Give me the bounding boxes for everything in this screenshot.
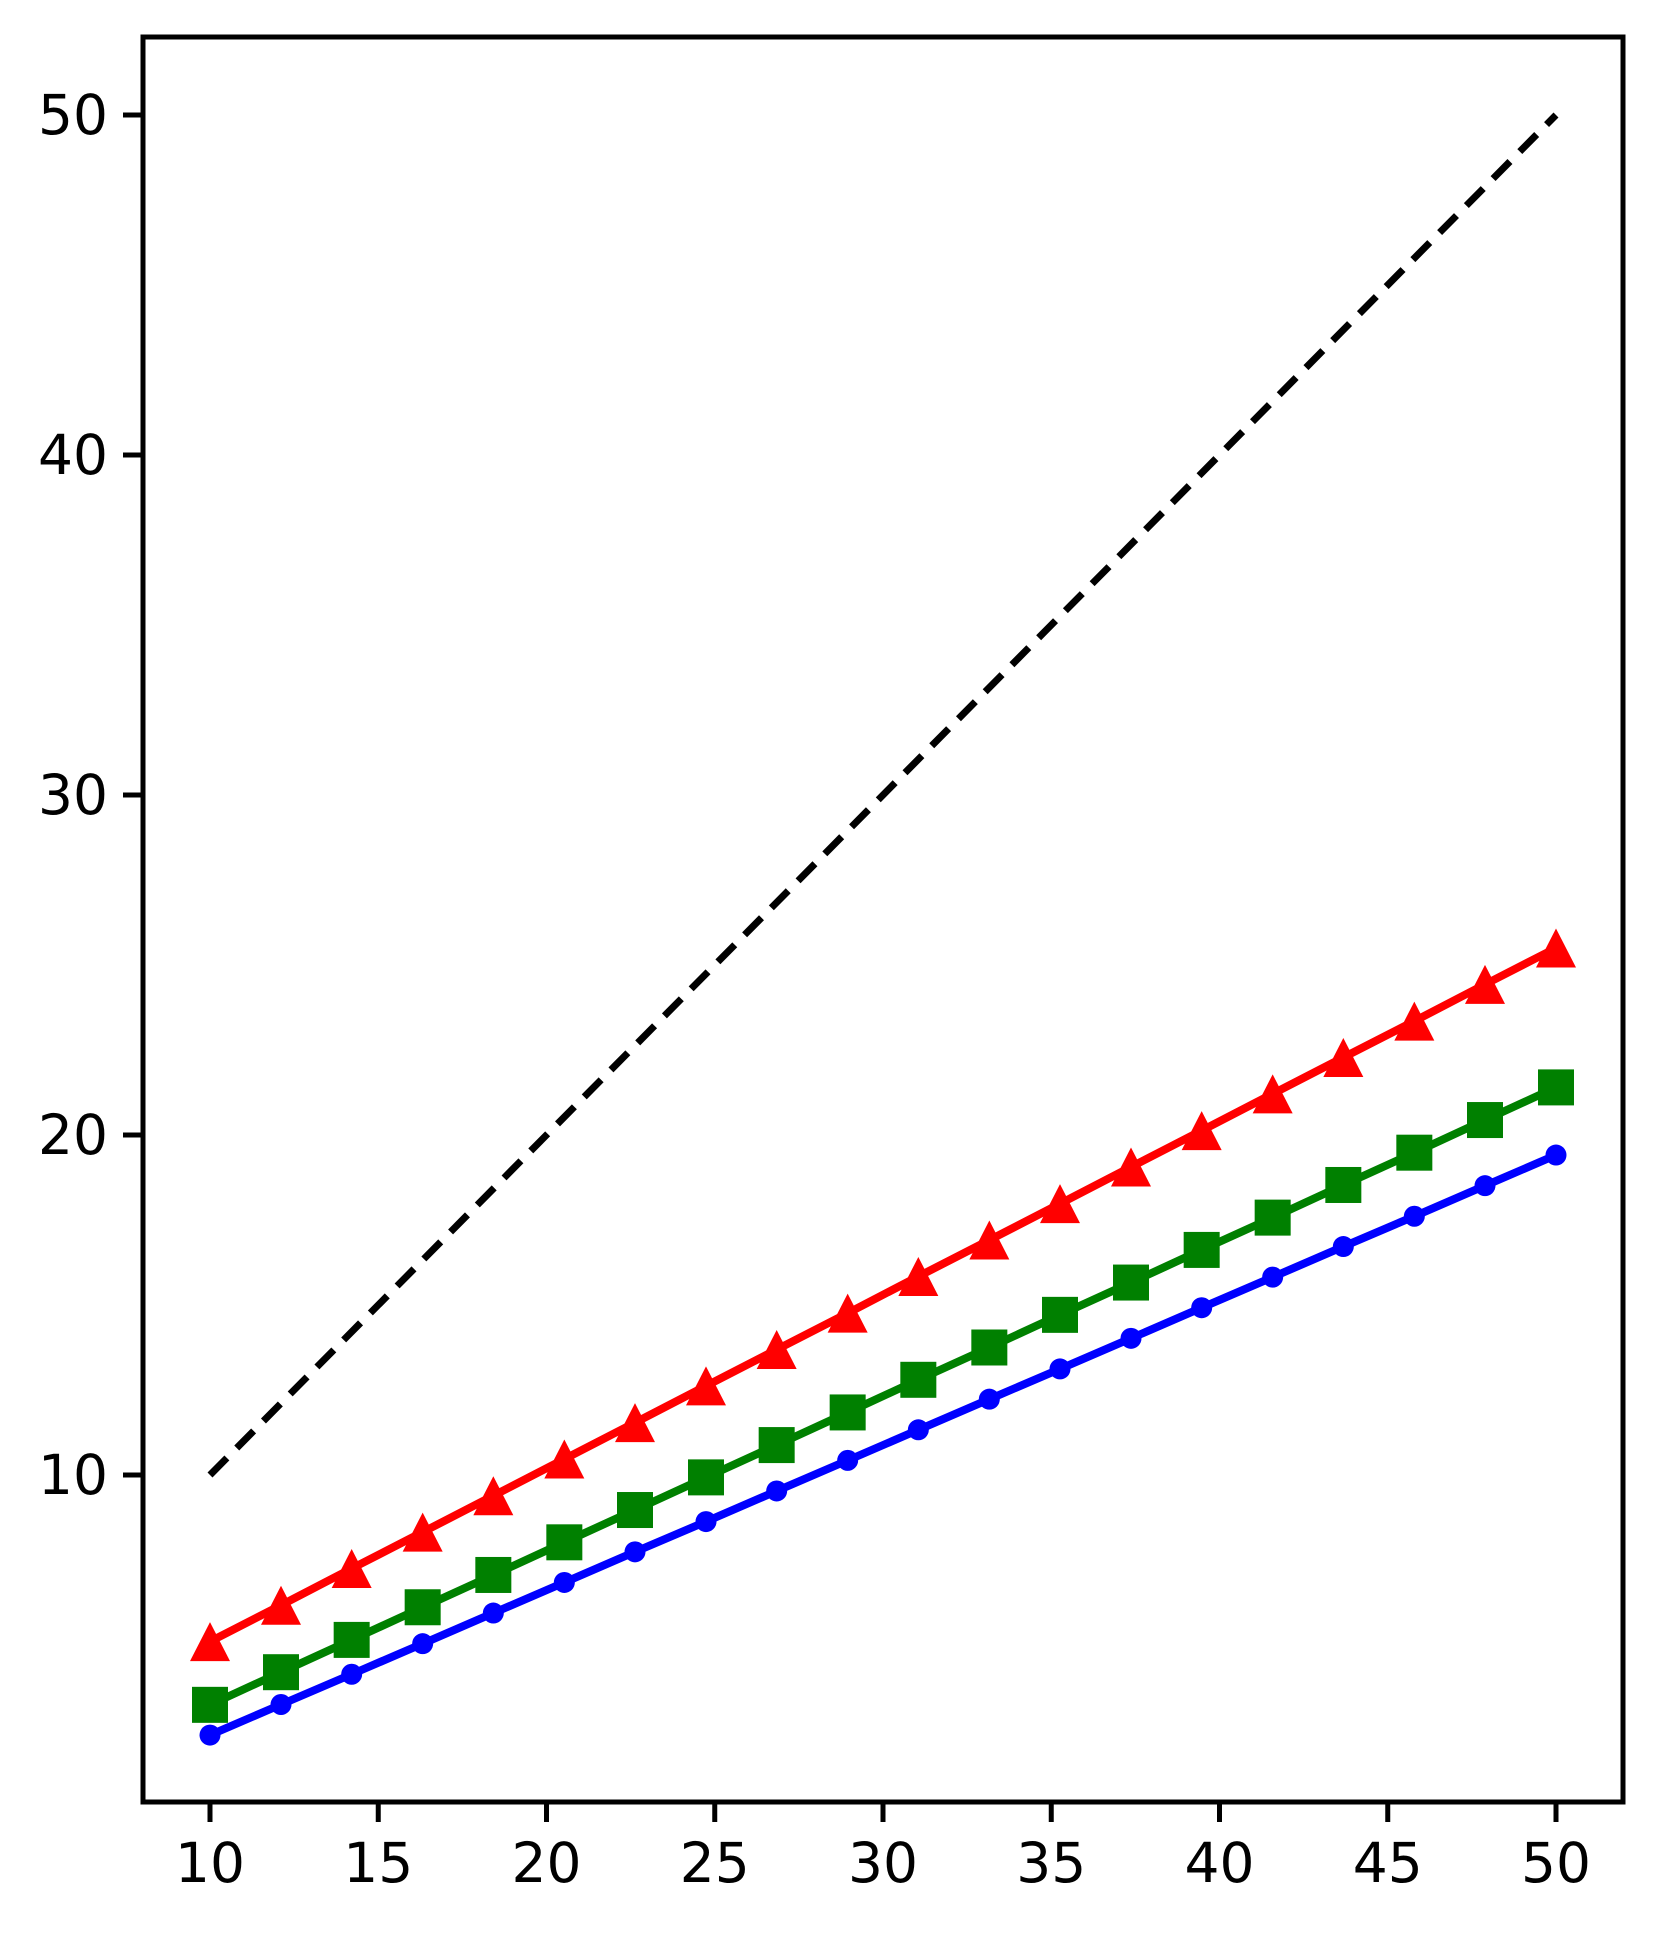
marker-square — [1325, 1166, 1362, 1203]
x-tick-label: 20 — [512, 1831, 582, 1895]
marker-circle — [978, 1388, 1000, 1410]
x-tick-label: 25 — [680, 1831, 750, 1895]
marker-triangle — [473, 1476, 514, 1516]
marker-triangle — [1252, 1074, 1293, 1114]
marker-triangle — [544, 1439, 585, 1479]
marker-circle — [766, 1480, 788, 1502]
marker-square — [1466, 1102, 1503, 1139]
marker-square — [1538, 1069, 1574, 1106]
marker-square — [900, 1361, 937, 1398]
marker-circle — [624, 1541, 646, 1563]
marker-triangle — [614, 1403, 655, 1443]
x-tick-label: 40 — [1185, 1831, 1255, 1895]
axes-tick-layer: 10 15 20 25 30 35 40 45 50 10 20 30 40 50 — [38, 83, 1591, 1895]
marker-circle — [837, 1449, 859, 1471]
marker-circle — [482, 1602, 504, 1624]
series-layer — [190, 112, 1576, 1746]
marker-circle — [907, 1419, 929, 1441]
marker-square — [1041, 1296, 1078, 1333]
marker-square — [829, 1394, 866, 1431]
dashed-reference-line-line — [207, 112, 1559, 1478]
blue-circle-series-line — [208, 1151, 1558, 1739]
marker-triangle — [1181, 1111, 1222, 1151]
y-tick-label: 10 — [38, 1443, 108, 1507]
marker-square — [263, 1654, 300, 1691]
y-tick-label: 40 — [38, 423, 108, 487]
x-tick-label: 50 — [1521, 1831, 1591, 1895]
y-tick-label: 50 — [38, 83, 108, 147]
y-tick-label: 30 — [38, 763, 108, 827]
marker-square — [758, 1427, 795, 1464]
marker-circle — [1120, 1327, 1142, 1349]
blue-circle-series — [199, 1144, 1567, 1746]
marker-square — [404, 1589, 441, 1626]
marker-triangle — [1464, 964, 1505, 1004]
marker-circle — [1545, 1144, 1567, 1166]
marker-triangle — [1323, 1037, 1364, 1077]
marker-circle — [1191, 1297, 1213, 1319]
marker-square — [333, 1621, 370, 1658]
plot-box-spines — [140, 34, 1626, 1805]
marker-circle — [1474, 1175, 1496, 1197]
marker-triangle — [1111, 1147, 1152, 1187]
marker-square — [1113, 1264, 1150, 1301]
marker-circle — [412, 1633, 434, 1655]
marker-square — [1254, 1199, 1291, 1236]
marker-square — [475, 1556, 512, 1593]
marker-square — [1396, 1134, 1433, 1171]
marker-triangle — [190, 1622, 230, 1662]
marker-circle — [695, 1511, 717, 1533]
x-tick-label: 35 — [1016, 1831, 1086, 1895]
marker-triangle — [402, 1512, 443, 1552]
marker-circle — [270, 1694, 292, 1715]
marker-triangle — [827, 1293, 868, 1333]
marker-triangle — [969, 1220, 1010, 1260]
marker-triangle — [261, 1585, 302, 1625]
marker-triangle — [898, 1256, 939, 1296]
marker-triangle — [686, 1366, 727, 1406]
marker-triangle — [1039, 1184, 1080, 1224]
marker-square — [1183, 1231, 1220, 1268]
marker-square — [971, 1329, 1008, 1366]
marker-circle — [1262, 1266, 1284, 1288]
red-triangle-series — [190, 928, 1576, 1662]
marker-circle — [341, 1663, 363, 1685]
dashed-reference-line — [207, 112, 1559, 1478]
x-tick-label: 10 — [175, 1831, 245, 1895]
marker-circle — [1332, 1236, 1354, 1258]
marker-square — [616, 1492, 653, 1529]
green-square-series — [192, 1069, 1574, 1723]
marker-circle — [199, 1724, 221, 1746]
marker-square — [546, 1524, 583, 1561]
y-tick-label: 20 — [38, 1103, 108, 1167]
marker-triangle — [756, 1330, 797, 1370]
marker-circle — [1403, 1205, 1425, 1227]
marker-square — [688, 1459, 725, 1496]
marker-triangle — [1536, 928, 1576, 968]
marker-triangle — [1394, 1001, 1435, 1041]
marker-circle — [1049, 1358, 1071, 1380]
x-tick-label: 15 — [343, 1831, 413, 1895]
marker-square — [192, 1686, 228, 1723]
marker-triangle — [331, 1549, 372, 1588]
x-tick-label: 30 — [848, 1831, 918, 1895]
x-tick-label: 45 — [1353, 1831, 1423, 1895]
marker-circle — [553, 1571, 575, 1593]
